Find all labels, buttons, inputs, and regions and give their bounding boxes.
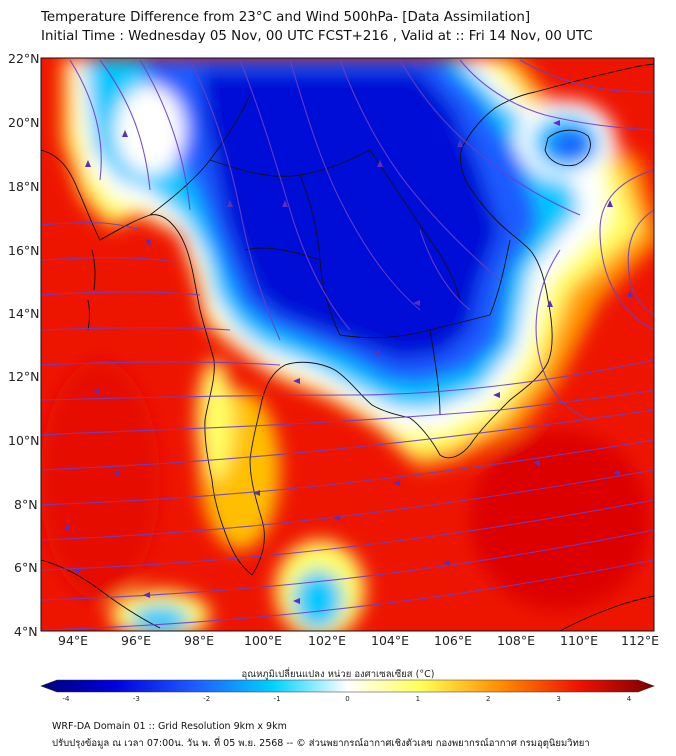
colorbar-ticks: -4 -3 -2 -1 0 1 2 3 4 — [63, 695, 632, 703]
lon-label: 102°E — [308, 633, 346, 648]
lon-label: 104°E — [371, 633, 409, 648]
latitude-axis: 22°N 20°N 18°N 16°N 14°N 12°N 10°N 8°N 6… — [8, 51, 40, 639]
lat-label: 22°N — [8, 51, 40, 66]
lat-label: 4°N — [14, 624, 38, 639]
map-subtitle: Initial Time : Wednesday 05 Nov, 00 UTC … — [41, 29, 593, 44]
colorbar-tick-label: 1 — [416, 695, 420, 703]
wind-arrowheads — [63, 120, 633, 604]
lon-label: 94°E — [58, 633, 88, 648]
colorbar: -4 -3 -2 -1 0 1 2 3 4 — [40, 679, 655, 703]
map-title: Temperature Difference from 23°C and Win… — [41, 10, 531, 25]
lon-label: 112°E — [621, 633, 659, 648]
colorbar-tick-label: -2 — [203, 695, 210, 703]
lat-label: 12°N — [8, 369, 40, 384]
lat-label: 8°N — [14, 497, 38, 512]
colorbar-tick-label: 0 — [345, 695, 349, 703]
colorbar-tick-label: -4 — [63, 695, 71, 703]
lat-label: 20°N — [8, 115, 40, 130]
lon-label: 100°E — [244, 633, 282, 648]
temperature-field — [41, 58, 654, 631]
colorbar-bar — [40, 679, 655, 693]
lon-label: 96°E — [121, 633, 151, 648]
coastlines — [41, 63, 654, 631]
lat-label: 6°N — [14, 560, 38, 575]
lat-label: 18°N — [8, 179, 40, 194]
colorbar-tick-label: 4 — [627, 695, 632, 703]
colorbar-tick-label: -3 — [133, 695, 140, 703]
footer-model-info: WRF-DA Domain 01 :: Grid Resolution 9km … — [52, 721, 287, 732]
colorbar-tick-label: 2 — [486, 695, 490, 703]
lat-label: 16°N — [8, 243, 40, 258]
lon-label: 108°E — [497, 633, 535, 648]
lon-label: 106°E — [434, 633, 472, 648]
colorbar-title: อุณหภูมิเปลี่ยนแปลง หน่วย องศาเซลเซียส (… — [241, 669, 435, 680]
map-frame — [40, 57, 655, 632]
colorbar-tick-label: 3 — [556, 695, 560, 703]
wind-streamlines — [41, 59, 654, 631]
lat-label: 14°N — [8, 306, 40, 321]
colorbar-tick-label: -1 — [274, 695, 281, 703]
longitude-axis: 94°E 96°E 98°E 100°E 102°E 104°E 106°E 1… — [58, 633, 659, 648]
lon-label: 110°E — [560, 633, 598, 648]
footer-credit: ปรับปรุงข้อมูล ณ เวลา 07:00น. วัน พ. ที่… — [52, 738, 590, 749]
lon-label: 98°E — [184, 633, 214, 648]
lat-label: 10°N — [8, 433, 40, 448]
